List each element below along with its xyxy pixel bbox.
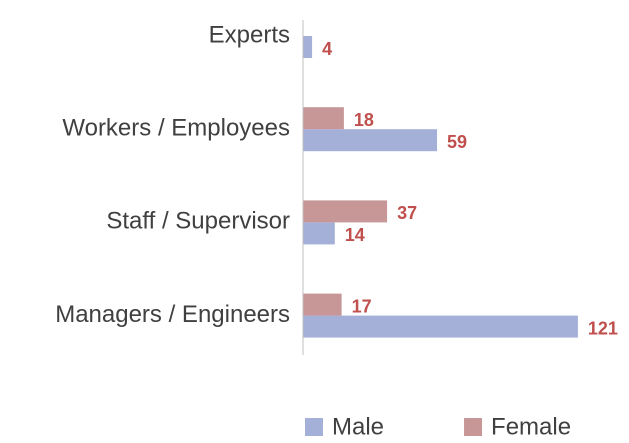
bar (303, 315, 578, 338)
category-label: Experts (209, 21, 290, 48)
legend-label: Female (491, 413, 571, 440)
value-label: 18 (354, 110, 374, 130)
bar (303, 107, 344, 130)
value-label: 17 (352, 296, 372, 316)
bar (303, 36, 313, 58)
value-label: 37 (397, 203, 417, 223)
category-label: Staff / Supervisor (106, 208, 290, 235)
legend-swatch (305, 418, 323, 436)
legend-swatch (464, 418, 483, 436)
value-label: 4 (322, 39, 332, 59)
bar (303, 129, 438, 152)
legend-label: Male (332, 413, 384, 440)
value-label: 14 (345, 225, 365, 245)
bar (303, 200, 388, 223)
category-label: Workers / Employees (62, 115, 290, 142)
bar (303, 222, 335, 245)
category-label: Managers / Engineers (55, 301, 290, 328)
value-label: 121 (588, 318, 618, 338)
value-label: 59 (447, 132, 467, 152)
bar (303, 293, 342, 316)
